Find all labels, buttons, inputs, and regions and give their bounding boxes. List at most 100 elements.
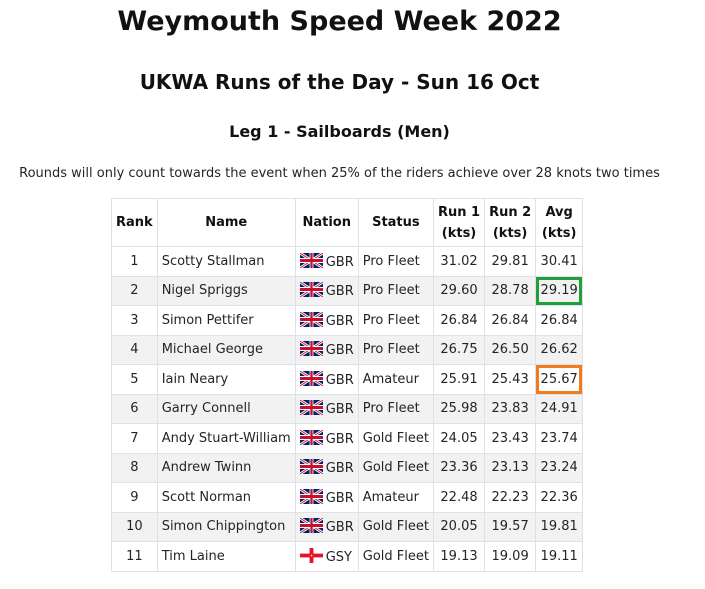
header-avg-unit: (kts) — [541, 225, 577, 241]
name-cell: Scott Norman — [156, 482, 296, 513]
nation-code: GBR — [325, 254, 354, 270]
run2-cell: 22.23 — [484, 482, 537, 513]
header-run2: Run 2 (kts) — [484, 198, 537, 247]
rank-cell: 2 — [111, 275, 158, 306]
guernsey-flag-icon — [299, 547, 323, 563]
rank-cell: 4 — [111, 334, 158, 365]
avg-cell: 24.91 — [535, 393, 584, 424]
nation-code: GBR — [325, 461, 354, 477]
run2-cell: 26.84 — [484, 305, 537, 336]
avg-cell: 23.24 — [535, 452, 584, 483]
run1-cell: 20.05 — [432, 511, 486, 542]
status-cell: Gold Fleet — [357, 541, 434, 572]
nation-code: GBR — [325, 343, 354, 359]
name-cell: Iain Neary — [156, 364, 296, 395]
status-cell: Gold Fleet — [357, 511, 434, 542]
name-cell: Scotty Stallman — [156, 246, 296, 277]
table-header-row: Rank Name Nation Status Run 1 (kts) Run … — [111, 198, 584, 247]
nation-cell: GBR — [294, 334, 359, 365]
header-avg-label: Avg — [545, 204, 573, 220]
table-row: 1 Scotty Stallman GBR Pro Fleet 31.02 29.81 30… — [111, 246, 584, 277]
table-row: 2 Nigel Spriggs GBR Pro Fleet 29.60 28.78 29.1… — [111, 275, 584, 306]
avg-cell: 26.62 — [535, 334, 584, 365]
nation-cell: GBR — [294, 511, 359, 542]
rank-cell: 7 — [111, 423, 158, 454]
status-cell: Pro Fleet — [357, 305, 434, 336]
uk-flag-icon — [299, 341, 323, 357]
uk-flag-icon — [299, 429, 323, 445]
header-run2-unit: (kts) — [492, 225, 528, 241]
status-cell: Gold Fleet — [357, 423, 434, 454]
run1-cell: 19.13 — [432, 541, 486, 572]
run2-cell: 23.13 — [484, 452, 537, 483]
header-rank: Rank — [111, 198, 158, 247]
run2-cell: 26.50 — [484, 334, 537, 365]
rank-cell: 8 — [111, 452, 158, 483]
results-table: Rank Name Nation Status Run 1 (kts) Run … — [111, 198, 584, 572]
table-row: 3 Simon Pettifer GBR Pro Fleet 26.84 26.84 26.… — [111, 305, 584, 336]
nation-cell: GBR — [294, 393, 359, 424]
run1-cell: 23.36 — [432, 452, 486, 483]
nation-cell: GBR — [294, 275, 359, 306]
name-cell: Michael George — [156, 334, 296, 365]
table-row: 9 Scott Norman GBR Amateur 22.48 22.23 22.36 — [111, 482, 584, 513]
nation-code: GBR — [325, 490, 354, 506]
nation-cell: GBR — [294, 423, 359, 454]
table-row: 10 Simon Chippington GBR Gold Fleet 20.05 19.… — [111, 511, 584, 542]
header-run1-unit: (kts) — [441, 225, 477, 241]
uk-flag-icon — [299, 282, 323, 298]
run2-cell: 19.57 — [484, 511, 537, 542]
status-cell: Amateur — [357, 364, 434, 395]
table-row: 5 Iain Neary GBR Amateur 25.91 25.43 25.67 — [111, 364, 584, 395]
header-nation: Nation — [294, 198, 359, 247]
name-cell: Simon Pettifer — [156, 305, 296, 336]
run2-cell: 28.78 — [484, 275, 537, 306]
header-status: Status — [357, 198, 434, 247]
table-row: 6 Garry Connell GBR Pro Fleet 25.98 23.83 24.9… — [111, 393, 584, 424]
header-run1: Run 1 (kts) — [432, 198, 486, 247]
table-row: 8 Andrew Twinn GBR Gold Fleet 23.36 23.13 23.2… — [111, 452, 584, 483]
nation-code: GSY — [325, 549, 352, 565]
rank-cell: 3 — [111, 305, 158, 336]
avg-cell: 19.81 — [535, 511, 584, 542]
nation-cell: GBR — [294, 364, 359, 395]
status-cell: Pro Fleet — [357, 246, 434, 277]
nation-cell: GSY — [294, 541, 359, 572]
table-row: 4 Michael George GBR Pro Fleet 26.75 26.50 26.… — [111, 334, 584, 365]
run2-cell: 23.43 — [484, 423, 537, 454]
nation-cell: GBR — [294, 482, 359, 513]
name-cell: Andy Stuart-William — [156, 423, 296, 454]
rank-cell: 10 — [111, 511, 158, 542]
rank-cell: 9 — [111, 482, 158, 513]
table-row: 11 Tim Laine GSY Gold Fleet 19.13 19.09 19.11 — [111, 541, 584, 572]
uk-flag-icon — [299, 488, 323, 504]
name-cell: Simon Chippington — [156, 511, 296, 542]
rules-note: Rounds will only count towards the event… — [19, 166, 660, 181]
avg-cell-highlighted: 29.19 — [535, 275, 584, 306]
header-name: Name — [156, 198, 296, 247]
run1-cell: 22.48 — [432, 482, 486, 513]
rank-cell: 6 — [111, 393, 158, 424]
status-cell: Pro Fleet — [357, 334, 434, 365]
avg-cell: 19.11 — [535, 541, 584, 572]
uk-flag-icon — [299, 311, 323, 327]
run1-cell: 25.91 — [432, 364, 486, 395]
nation-code: GBR — [325, 431, 354, 447]
status-cell: Pro Fleet — [357, 393, 434, 424]
status-cell: Pro Fleet — [357, 275, 434, 306]
results-body: 1 Scotty Stallman GBR Pro Fleet 31.02 29.81 30… — [111, 246, 584, 572]
avg-cell: 26.84 — [535, 305, 584, 336]
status-cell: Gold Fleet — [357, 452, 434, 483]
nation-code: GBR — [325, 284, 354, 300]
nation-code: GBR — [325, 372, 354, 388]
run1-cell: 24.05 — [432, 423, 486, 454]
avg-cell-highlighted: 25.67 — [535, 364, 584, 395]
nation-code: GBR — [325, 520, 354, 536]
run1-cell: 25.98 — [432, 393, 486, 424]
run1-cell: 26.75 — [432, 334, 486, 365]
uk-flag-icon — [299, 518, 323, 534]
nation-code: GBR — [325, 313, 354, 329]
name-cell: Garry Connell — [156, 393, 296, 424]
page-title: Weymouth Speed Week 2022 — [117, 6, 562, 37]
run2-cell: 25.43 — [484, 364, 537, 395]
